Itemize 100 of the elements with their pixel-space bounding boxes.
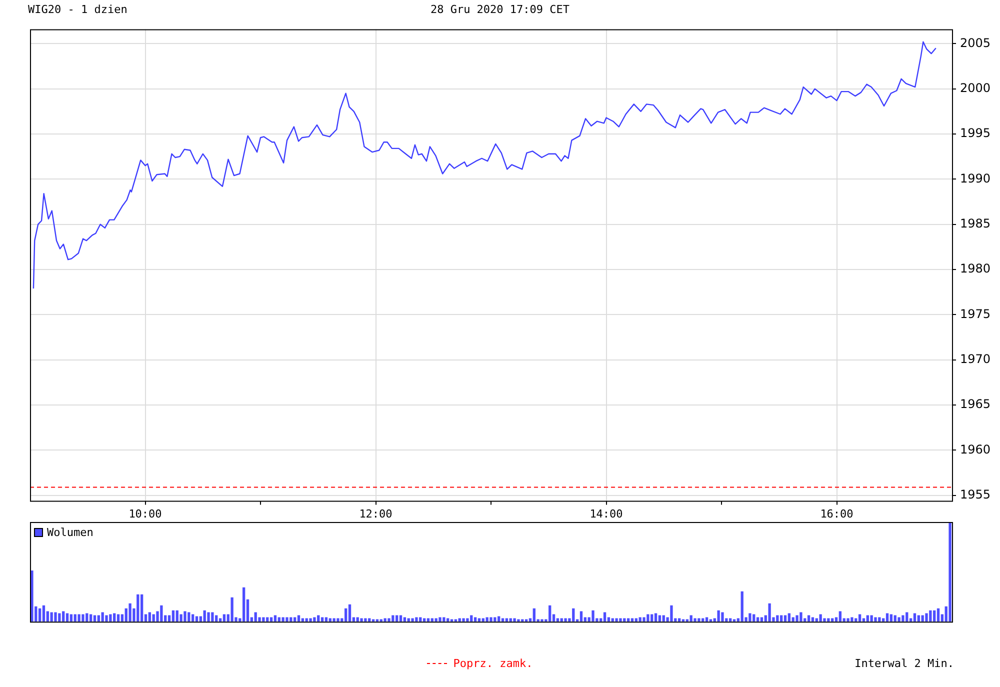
bar bbox=[30, 570, 34, 622]
text: Interwal 2 Min. bbox=[854, 657, 954, 670]
bar bbox=[532, 608, 536, 622]
bar bbox=[925, 613, 928, 622]
bar bbox=[105, 615, 108, 622]
bar bbox=[486, 617, 488, 622]
y-tick-label: 1985 bbox=[960, 216, 991, 230]
bar bbox=[780, 615, 783, 622]
bar bbox=[152, 614, 155, 622]
bar bbox=[434, 618, 438, 622]
bar bbox=[317, 615, 320, 622]
bar bbox=[97, 615, 100, 622]
bar bbox=[658, 615, 662, 622]
bar bbox=[662, 615, 665, 622]
bar bbox=[874, 617, 877, 622]
bar bbox=[180, 614, 182, 622]
bar bbox=[890, 614, 893, 622]
y-tick-label: 2005 bbox=[960, 36, 991, 50]
bar bbox=[113, 613, 116, 622]
bar bbox=[411, 618, 414, 622]
bar bbox=[388, 618, 390, 622]
bar bbox=[101, 612, 104, 622]
bar bbox=[850, 617, 854, 622]
bar bbox=[690, 615, 692, 622]
bar bbox=[282, 617, 284, 622]
bar bbox=[136, 594, 140, 622]
bar bbox=[776, 615, 779, 622]
bar bbox=[615, 618, 618, 622]
bar bbox=[670, 605, 673, 622]
bar bbox=[698, 618, 700, 622]
bar bbox=[580, 611, 583, 622]
bar bbox=[78, 614, 80, 622]
bar bbox=[540, 619, 544, 622]
bar bbox=[148, 612, 151, 622]
x-tick-label: 10:00 bbox=[128, 507, 162, 520]
bar bbox=[866, 615, 869, 622]
bar bbox=[54, 612, 57, 622]
bar bbox=[89, 614, 92, 622]
bar bbox=[513, 618, 516, 622]
bar bbox=[800, 612, 802, 622]
bar bbox=[286, 617, 288, 622]
bar bbox=[384, 618, 386, 622]
bar bbox=[548, 605, 552, 622]
y-tick-label: 1975 bbox=[960, 306, 991, 321]
bar bbox=[58, 613, 61, 622]
bar bbox=[38, 608, 42, 622]
bar bbox=[906, 612, 908, 622]
bar bbox=[788, 613, 791, 622]
y-tick-label: 1955 bbox=[960, 488, 991, 502]
bar bbox=[913, 613, 916, 622]
bar bbox=[86, 613, 88, 622]
legend-label: Poprz. zamk. bbox=[453, 657, 533, 670]
bar bbox=[438, 617, 442, 622]
bar bbox=[517, 619, 520, 622]
bar bbox=[399, 615, 402, 622]
legend-label: Wolumen bbox=[47, 526, 94, 539]
bar bbox=[274, 615, 277, 622]
bar bbox=[415, 617, 418, 622]
bar bbox=[807, 615, 810, 622]
bar bbox=[128, 603, 132, 622]
bar bbox=[784, 615, 787, 622]
bar bbox=[176, 610, 178, 622]
bar bbox=[116, 614, 120, 622]
bar bbox=[70, 614, 73, 622]
bar bbox=[819, 614, 822, 622]
x-tick-label: 14:00 bbox=[590, 507, 623, 520]
bar bbox=[870, 615, 873, 622]
bar bbox=[222, 614, 226, 622]
bar bbox=[109, 614, 112, 622]
bar bbox=[933, 610, 936, 622]
bar bbox=[494, 617, 496, 622]
y-tick-label: 1995 bbox=[960, 126, 991, 140]
bar bbox=[93, 615, 96, 622]
x-tick-label: 12:00 bbox=[359, 507, 392, 520]
bar bbox=[242, 587, 246, 622]
bar bbox=[50, 612, 53, 622]
bar bbox=[332, 618, 336, 622]
bar bbox=[917, 615, 920, 622]
bar bbox=[796, 615, 798, 622]
chart-subtitle: 28 Gru 2020 17:09 CET bbox=[430, 3, 570, 16]
bar bbox=[721, 612, 724, 622]
bar bbox=[207, 612, 210, 622]
bar bbox=[74, 614, 76, 622]
y-tick-label: 1980 bbox=[960, 262, 991, 276]
bar bbox=[592, 610, 594, 622]
bar bbox=[717, 610, 720, 622]
bar bbox=[694, 618, 696, 622]
bar bbox=[572, 608, 575, 622]
bar bbox=[470, 615, 473, 622]
bar bbox=[823, 618, 826, 622]
bar bbox=[752, 614, 756, 622]
bar bbox=[360, 618, 363, 622]
bar bbox=[62, 611, 65, 622]
bar bbox=[603, 612, 606, 622]
bar bbox=[191, 614, 194, 622]
y-tick-label: 1960 bbox=[960, 442, 991, 456]
bar bbox=[297, 615, 300, 622]
bar bbox=[490, 617, 492, 622]
y-tick-label: 1990 bbox=[960, 171, 991, 186]
bar bbox=[740, 591, 744, 622]
